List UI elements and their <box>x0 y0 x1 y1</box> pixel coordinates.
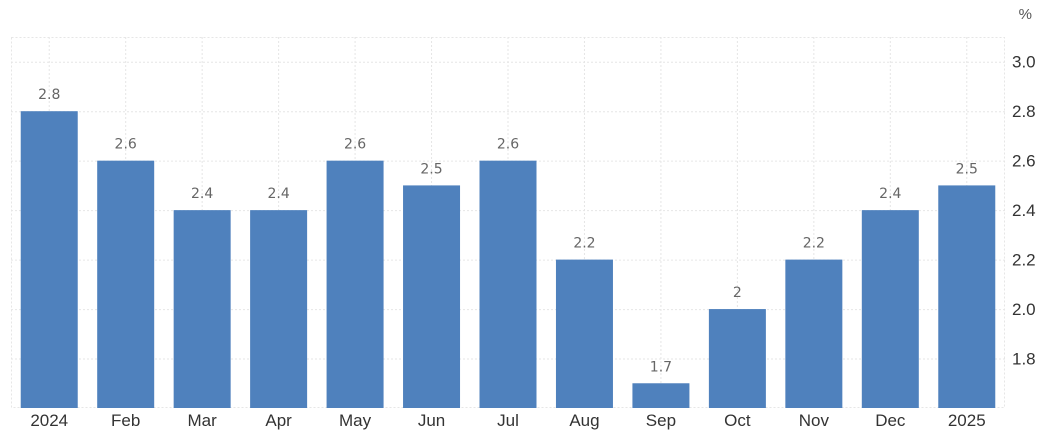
data-label: 2.2 <box>573 236 595 252</box>
data-label: 1.7 <box>650 359 672 375</box>
x-tick-label: Mar <box>188 411 218 430</box>
bar-nov <box>785 259 843 408</box>
bar-jun <box>403 185 461 408</box>
y-tick-label: 3.0 <box>1012 53 1036 72</box>
data-label: 2.2 <box>803 236 825 252</box>
x-tick-label: Sep <box>646 411 676 430</box>
bars <box>20 111 996 408</box>
bar-dec <box>861 210 919 408</box>
data-label: 2.5 <box>420 161 442 177</box>
bar-aug <box>555 259 613 408</box>
y-tick-label: 2.2 <box>1012 251 1036 270</box>
data-label: 2.6 <box>497 137 519 153</box>
x-tick-label: Jul <box>497 411 519 430</box>
x-tick-label: May <box>339 411 372 430</box>
x-tick-label: Dec <box>875 411 906 430</box>
bar-mar <box>173 210 231 408</box>
x-tick-label: Feb <box>111 411 140 430</box>
data-label: 2.8 <box>38 87 60 103</box>
data-label: 2.6 <box>344 137 366 153</box>
y-tick-label: 2.0 <box>1012 300 1036 319</box>
y-axis-unit: % <box>1019 6 1032 23</box>
data-label: 2.4 <box>267 186 289 202</box>
y-tick-label: 2.4 <box>1012 201 1036 220</box>
y-tick-label: 1.8 <box>1012 350 1036 369</box>
bar-2024 <box>20 111 78 408</box>
data-label: 2.5 <box>956 161 978 177</box>
bar-jul <box>479 160 537 408</box>
y-tick-label: 2.8 <box>1012 102 1036 121</box>
bar-may <box>326 160 384 408</box>
data-label: 2 <box>733 285 742 301</box>
data-label: 2.6 <box>115 137 137 153</box>
data-label: 2.4 <box>191 186 213 202</box>
x-axis-ticks: 2024 Feb Mar Apr May Jun Jul Aug Sep Oct Nov Dec 202… <box>30 411 985 430</box>
bar-feb <box>97 160 155 408</box>
x-tick-label: Oct <box>724 411 751 430</box>
x-tick-label: Aug <box>569 411 599 430</box>
bar-sep <box>632 383 690 408</box>
bar-oct <box>708 309 766 408</box>
bar-2025 <box>938 185 996 408</box>
data-labels: 2.8 2.6 2.4 2.4 2.6 2.5 2.6 2.2 1.7 2 2.2 2.4 2.5 <box>38 87 978 375</box>
data-label: 2.4 <box>879 186 901 202</box>
x-tick-label: Jun <box>418 411 445 430</box>
x-tick-label: 2025 <box>948 411 986 430</box>
x-tick-label: Apr <box>265 411 292 430</box>
y-tick-label: 2.6 <box>1012 152 1036 171</box>
bar-apr <box>250 210 308 408</box>
y-axis-ticks: 1.8 2.0 2.2 2.4 2.6 2.8 3.0 <box>1012 53 1036 369</box>
x-tick-label: 2024 <box>30 411 68 430</box>
x-tick-label: Nov <box>799 411 830 430</box>
